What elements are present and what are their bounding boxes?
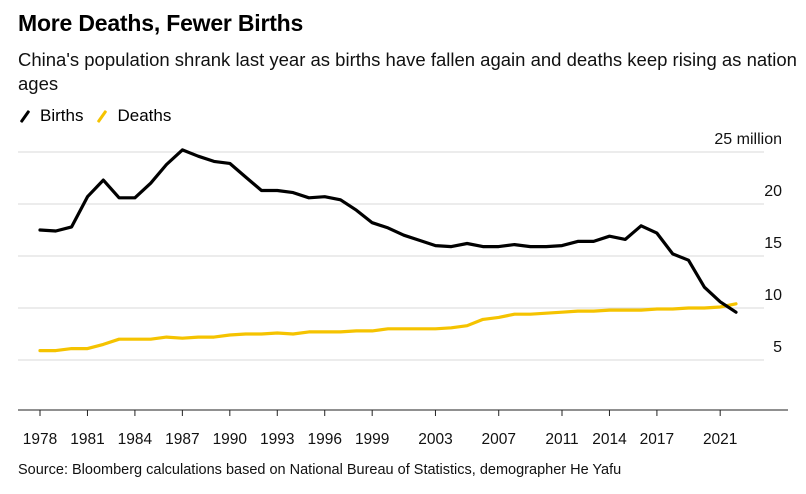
y-tick-label-20: 20 xyxy=(764,183,782,200)
y-tick-label-10: 10 xyxy=(764,287,782,304)
chart-subtitle: China's population shrank last year as b… xyxy=(18,49,797,94)
legend-label-deaths: Deaths xyxy=(117,106,172,125)
y-tick-label-5: 5 xyxy=(773,339,782,356)
x-tick-label-1990: 1990 xyxy=(213,431,248,448)
series-line-deaths xyxy=(38,302,738,353)
x-tick-label-2007: 2007 xyxy=(481,431,515,448)
source-note: Source: Bloomberg calculations based on … xyxy=(18,462,622,478)
series-line-births xyxy=(38,148,738,314)
chart-title: More Deaths, Fewer Births xyxy=(18,10,304,36)
legend-label-births: Births xyxy=(40,106,84,125)
x-tick-label-1993: 1993 xyxy=(260,431,294,448)
x-tick-label-1999: 1999 xyxy=(355,431,389,448)
x-tick-label-1996: 1996 xyxy=(307,431,341,448)
x-tick-label-2017: 2017 xyxy=(640,431,674,448)
x-tick-label-2014: 2014 xyxy=(592,431,627,448)
y-tick-label-25: 25 million xyxy=(714,131,782,148)
legend: Births Deaths xyxy=(18,106,183,126)
legend-item-deaths: Deaths xyxy=(95,106,171,126)
x-tick-label-2021: 2021 xyxy=(703,431,737,448)
x-tick-label-2003: 2003 xyxy=(418,431,452,448)
x-tick-label-1978: 1978 xyxy=(23,431,57,448)
x-tick-label-1981: 1981 xyxy=(70,431,104,448)
legend-item-births: Births xyxy=(18,106,83,126)
x-tick-label-1984: 1984 xyxy=(118,431,153,448)
x-tick-label-1987: 1987 xyxy=(165,431,199,448)
y-tick-label-15: 15 xyxy=(764,235,782,252)
x-tick-label-2011: 2011 xyxy=(545,431,578,448)
